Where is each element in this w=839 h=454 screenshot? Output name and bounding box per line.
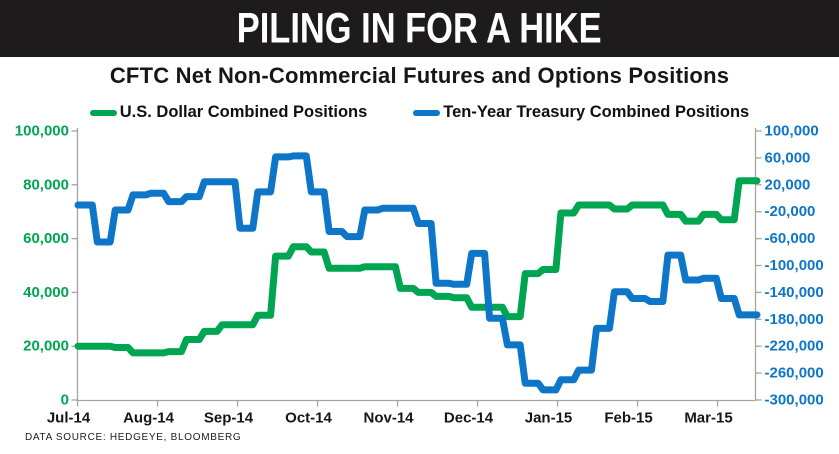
legend-label-treasury: Ten-Year Treasury Combined Positions [443,103,750,121]
source-note: DATA SOURCE: HEDGEYE, BLOOMBERG [25,432,242,443]
x-axis-month-label: Jan-15 [525,410,573,427]
left-axis-tick-label: 0 [61,392,69,409]
usd-series-line [74,177,761,357]
right-axis-tick-label: -300,000 [765,392,824,409]
legend-item-usd: U.S. Dollar Combined Positions [89,103,368,122]
x-axis-month-label: Nov-14 [363,410,414,427]
left-axis-tick-label: 40,000 [23,284,69,301]
right-axis-tick-label: 100,000 [765,123,819,140]
x-axis-month-label: Dec-14 [444,410,494,427]
right-axis-tick-label: -20,000 [765,203,816,220]
right-axis-tick-label: -140,000 [765,284,824,301]
treasury-line-swatch-icon [413,109,441,116]
right-axis-tick-label: -180,000 [765,311,824,328]
right-axis-tick-label: 60,000 [765,149,811,166]
x-axis-month-label: Jul-14 [47,410,91,427]
right-axis-tick-label: -260,000 [765,365,824,382]
chart-legend: U.S. Dollar Combined Positions Ten-Year … [0,103,839,122]
left-axis-tick-label: 80,000 [23,176,69,193]
left-axis-tick-label: 60,000 [23,230,69,247]
axes: 100,000 80,000 60,000 40,000 20,000 0 100,000 6… [15,123,824,427]
chart-subtitle: CFTC Net Non-Commercial Futures and Opti… [109,63,730,88]
treasury-series-line [74,152,761,394]
right-axis-tick-label: -220,000 [765,338,824,355]
left-axis-tick-label: 100,000 [15,123,69,140]
x-axis-month-label: Feb-15 [604,410,652,427]
x-axis-month-label: Oct-14 [285,410,332,427]
right-axis-tick-label: -100,000 [765,257,824,274]
right-axis-tick-label: -60,000 [765,230,816,247]
x-axis-month-label: Sep-14 [204,410,254,427]
series-lines [74,152,761,394]
x-axis-month-label: Mar-15 [684,410,732,427]
x-axis-month-label: Aug-14 [123,410,174,427]
legend-item-treasury: Ten-Year Treasury Combined Positions [413,103,749,122]
left-axis-tick-label: 20,000 [23,338,69,355]
page-title: PILING IN FOR A HIKE [237,4,602,52]
legend-label-usd: U.S. Dollar Combined Positions [119,103,368,121]
usd-line-swatch-icon [89,109,117,116]
right-axis-tick-label: 20,000 [765,176,811,193]
title-banner: PILING IN FOR A HIKE [0,0,839,57]
